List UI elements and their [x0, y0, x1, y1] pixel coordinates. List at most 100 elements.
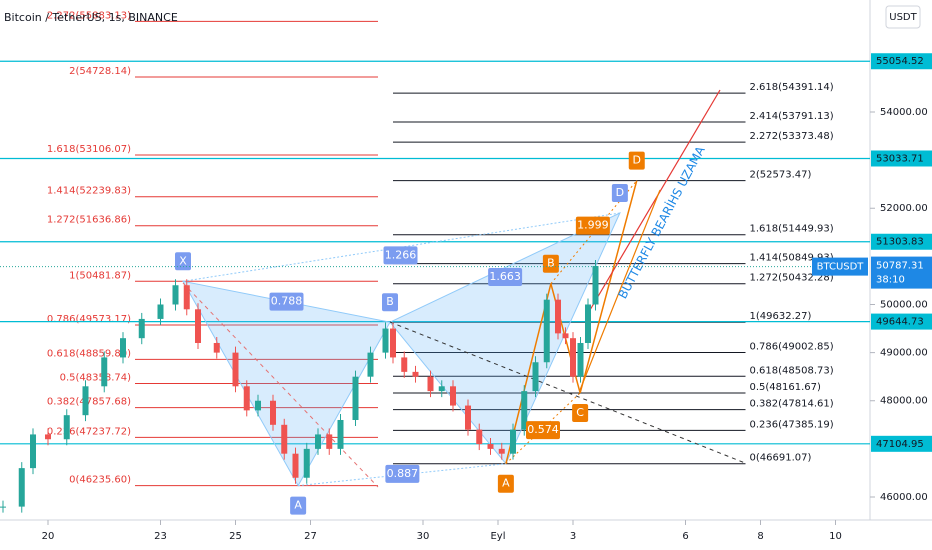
pattern-fill: [389, 211, 621, 465]
fib-label: 1.618(51449.93): [750, 224, 834, 235]
price-level-box: [871, 233, 932, 250]
fib-label: 0(46691.07): [750, 453, 812, 464]
fib-label: 0.382(47814.61): [750, 399, 834, 410]
fib-label: 0(46235.60): [69, 475, 131, 486]
candle: [532, 362, 539, 392]
fib-label: 2.272(53373.48): [750, 131, 834, 142]
candle: [412, 371, 419, 377]
current-price-box: [871, 256, 932, 289]
y-tick-label: 46000.00: [880, 492, 928, 503]
price-level-label: 49644.73: [876, 317, 924, 328]
candle: [82, 386, 89, 416]
ratio-label: 0.887: [387, 467, 419, 480]
fib-label: 0.786(49002.85): [750, 341, 834, 352]
price-level-box: [871, 435, 932, 452]
candle: [577, 342, 584, 377]
price-level-box: [871, 313, 932, 330]
candle: [315, 434, 321, 449]
x-tick-label: 10: [829, 531, 842, 542]
y-tick-label: 54000.00: [880, 107, 928, 118]
fib-label: 0.5(48161.67): [750, 382, 822, 393]
y-tick-label: 50000.00: [880, 299, 928, 310]
candle: [562, 333, 569, 339]
currency-button[interactable]: [885, 5, 921, 29]
fib-label: 1.272(50432.28): [750, 273, 834, 284]
x-tick-label: 23: [154, 531, 167, 542]
fib-label: 2.618(54391.14): [750, 82, 834, 93]
ratio-label: 1.999: [577, 219, 609, 232]
candle: [213, 342, 220, 353]
candle: [172, 285, 179, 305]
candle: [270, 400, 276, 425]
candle: [585, 304, 591, 343]
ratio-label: 1.266: [385, 248, 417, 261]
trend-line: [589, 89, 721, 311]
currency-button-label[interactable]: USDT: [889, 12, 917, 23]
candle: [292, 453, 299, 478]
candle: [438, 386, 445, 392]
candle: [101, 357, 108, 387]
candle: [120, 338, 126, 358]
y-tick-label: 48000.00: [880, 396, 928, 407]
price-level-label: 51303.83: [876, 237, 924, 248]
candle: [450, 386, 456, 406]
ratio-box: [383, 246, 418, 265]
fib-label: 2.272(55883.13): [47, 10, 131, 21]
pattern-point-label: D: [616, 186, 624, 199]
candle: [555, 299, 561, 334]
candle: [63, 415, 70, 440]
pattern-point-box: [497, 474, 514, 493]
plot: 0(46235.60) 0.236(47237.72) 0.382(47857.68…: [0, 10, 870, 515]
candle: [543, 299, 550, 363]
x-tick-label: 25: [229, 531, 242, 542]
candle: [337, 419, 344, 449]
fib-label: 2.414(53791.13): [750, 111, 834, 122]
candle: [476, 429, 483, 445]
pattern-point-label: A: [502, 477, 510, 490]
y-tick-label: 52000.00: [880, 203, 928, 214]
ratio-box: [575, 216, 610, 235]
candle: [427, 376, 434, 392]
pattern-point-box: [175, 252, 191, 271]
candle: [157, 304, 164, 319]
candle: [18, 468, 25, 507]
pattern-point-label: C: [576, 406, 584, 419]
candle: [30, 434, 36, 469]
candle: [498, 448, 505, 454]
fib-label: 2(54728.14): [69, 66, 131, 77]
candle: [487, 444, 494, 449]
ratio-label: 0.788: [271, 295, 303, 308]
trend-line: [182, 282, 379, 488]
candle: [390, 328, 396, 358]
ratio-label: 0.574: [527, 423, 559, 436]
price-level-label: 55054.52: [876, 56, 924, 67]
x-tick-label: 27: [304, 531, 317, 542]
candle: [326, 434, 333, 449]
pattern-point-box: [290, 496, 307, 515]
fib-label: 1(49632.27): [750, 311, 812, 322]
candle: [352, 376, 359, 420]
x-tick-label: 3: [570, 531, 576, 542]
x-tick-label: 6: [682, 531, 688, 542]
fib-label: 0.236(47237.72): [47, 426, 131, 437]
candle: [401, 357, 408, 372]
fib-label: 0.786(49573.17): [47, 314, 131, 325]
fib-label: 1.272(51636.86): [47, 215, 131, 226]
pattern-point-label: D: [633, 154, 641, 167]
fib-label: 0.236(47385.19): [750, 419, 834, 430]
candle: [183, 285, 190, 310]
current-price-label: 50787.31: [876, 261, 924, 272]
ratio-box: [269, 292, 304, 311]
ratio-box: [526, 421, 560, 440]
pattern-point-label: B: [547, 257, 555, 270]
symbol-box: [812, 257, 868, 276]
pattern-point-box: [542, 254, 559, 273]
candle: [465, 405, 471, 430]
pattern-point-box: [628, 151, 645, 170]
candle: [255, 400, 261, 411]
fib-label: 2(52573.47): [750, 170, 812, 181]
pattern-point-box: [572, 403, 589, 422]
candle: [592, 265, 599, 305]
pattern-point-label: B: [386, 295, 394, 308]
